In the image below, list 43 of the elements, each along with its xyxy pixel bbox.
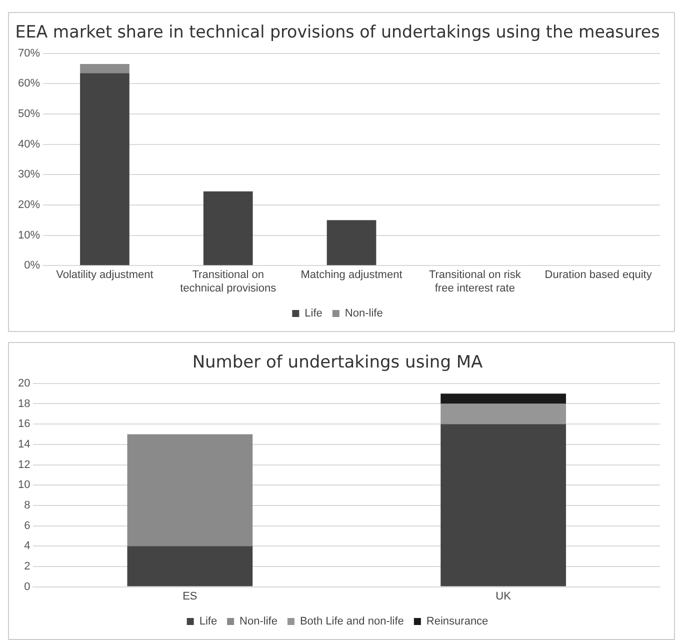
y-tick-label: 60% bbox=[18, 78, 40, 90]
legend-label: Non-life bbox=[344, 308, 383, 320]
bar bbox=[127, 434, 253, 546]
y-tick-label: 10 bbox=[18, 479, 30, 492]
legend-label: Non-life bbox=[240, 616, 278, 628]
x-tick-label: Duration based equity bbox=[544, 269, 652, 282]
y-tick-label: 40% bbox=[18, 138, 40, 150]
y-tick-label: 30% bbox=[18, 168, 40, 181]
x-tick-label: Volatility adjustment bbox=[56, 269, 154, 282]
y-tick-label: 4 bbox=[24, 540, 30, 552]
y-tick-label: 14 bbox=[18, 438, 30, 450]
y-tick-label: 0 bbox=[24, 580, 30, 593]
y-tick-label: 70% bbox=[18, 47, 40, 60]
y-tick-label: 50% bbox=[18, 108, 40, 120]
bar bbox=[80, 64, 130, 74]
bar bbox=[440, 394, 566, 404]
y-tick-label: 8 bbox=[24, 499, 30, 512]
bar bbox=[203, 191, 253, 266]
y-tick-label: 16 bbox=[18, 418, 30, 430]
x-tick-label: Transitional on technical provisions bbox=[180, 269, 277, 294]
y-tick-label: 6 bbox=[24, 520, 30, 532]
chart-title: EEA market share in technical provisions of undertakings using the measures bbox=[15, 21, 660, 42]
y-tick-label: 10% bbox=[18, 229, 40, 242]
y-tick-label: 0% bbox=[24, 260, 40, 272]
x-tick-label: Matching adjustment bbox=[300, 269, 402, 282]
x-tick-label: UK bbox=[496, 590, 512, 602]
y-tick-label: 2 bbox=[24, 560, 30, 572]
legend-label: Both Life and non-life bbox=[300, 616, 404, 628]
y-tick-label: 18 bbox=[18, 398, 30, 410]
bar bbox=[127, 546, 253, 586]
legend-label: Life bbox=[199, 616, 218, 628]
bar bbox=[440, 404, 566, 424]
legend-label: Reinsurance bbox=[426, 616, 488, 628]
chart-title: Number of undertakings using MA bbox=[192, 352, 484, 373]
legend-label: Life bbox=[304, 308, 322, 320]
y-tick-label: 12 bbox=[18, 458, 30, 471]
y-tick-label: 20% bbox=[18, 199, 40, 212]
bar bbox=[326, 220, 376, 266]
bar bbox=[440, 424, 566, 586]
bar bbox=[80, 73, 130, 266]
x-tick-label: ES bbox=[182, 590, 198, 602]
x-tick-label: Transitional on risk free interest rate bbox=[428, 269, 522, 294]
y-tick-label: 20 bbox=[18, 377, 30, 390]
